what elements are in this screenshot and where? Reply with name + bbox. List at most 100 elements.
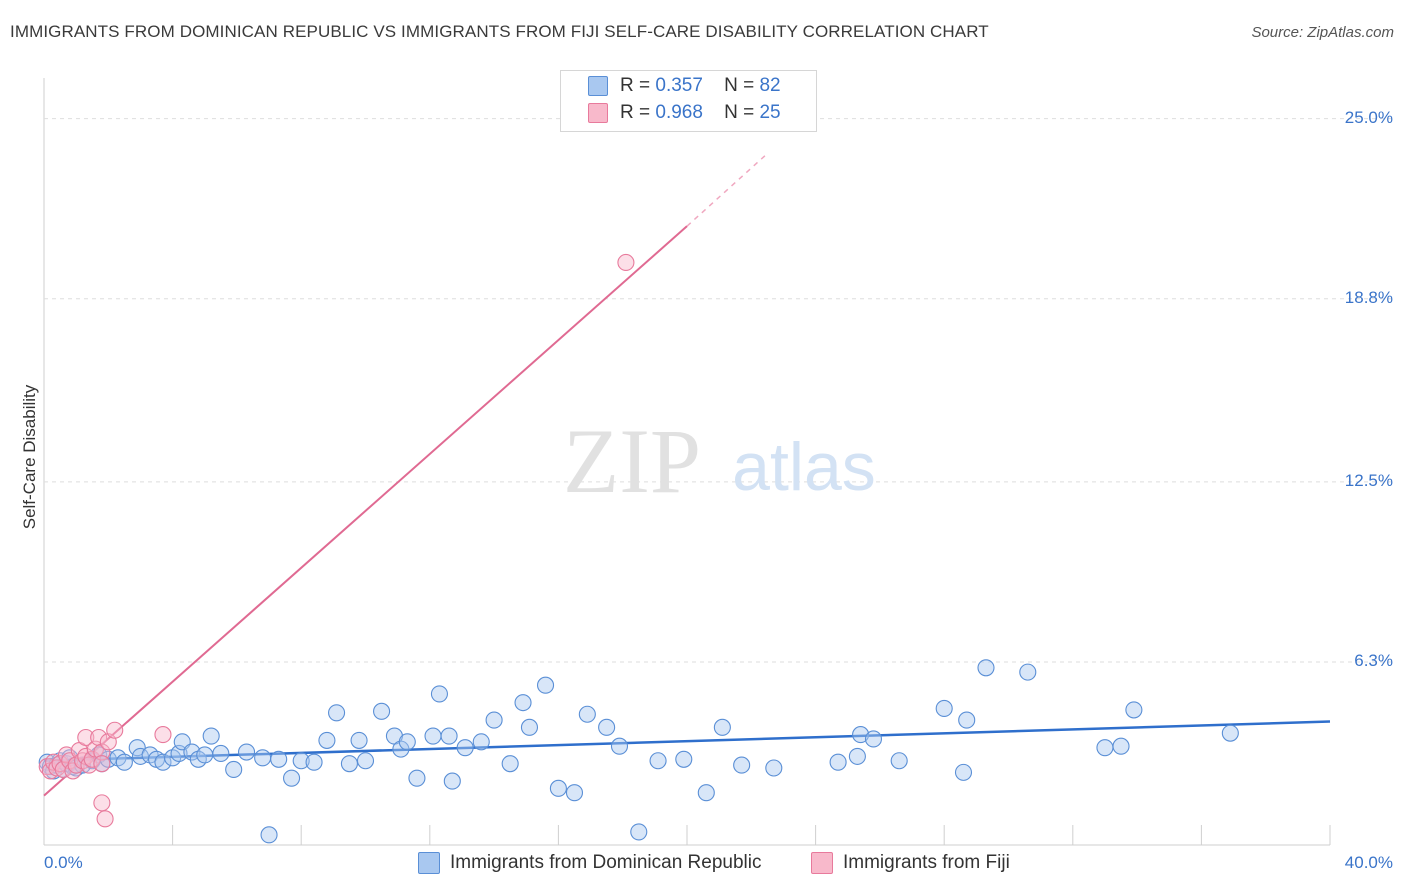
legend-r-label: R = <box>620 75 651 96</box>
dominican-point <box>472 733 490 751</box>
dominican-point <box>697 784 715 802</box>
dominican-point <box>1096 739 1114 757</box>
dominican-point <box>864 730 883 748</box>
dominican-point <box>977 659 995 677</box>
dominican-point <box>183 743 201 761</box>
dominican-point <box>1125 701 1143 719</box>
y-tick-label: 12.5% <box>1344 470 1393 490</box>
legend-n-label: N = <box>724 75 755 96</box>
legend-row-fiji: R = 0.968 N = 25 <box>588 102 781 124</box>
dominican-point <box>373 702 391 720</box>
bottom-legend-swatch-pink <box>811 852 833 874</box>
dominican-point <box>328 704 346 722</box>
watermark-atlas: atlas <box>732 429 876 505</box>
dominican-point <box>536 676 555 694</box>
dominican-point <box>852 726 870 744</box>
fiji-point <box>96 810 114 828</box>
dominican-point <box>283 769 301 787</box>
x-tick-label-max: 40.0% <box>1344 853 1393 872</box>
fiji-trend-line <box>43 152 768 797</box>
dominican-point <box>440 727 458 745</box>
fiji-point <box>77 728 95 747</box>
dominican-trend <box>43 720 1331 762</box>
y-axis-label: Self-Care Disability <box>20 384 39 530</box>
dominican-point <box>578 705 596 723</box>
dominican-point <box>340 755 358 773</box>
bottom-legend-fiji: Immigrants from Fiji <box>811 852 1010 874</box>
y-tick-label: 18.8% <box>1344 287 1393 307</box>
dominican-point <box>356 752 375 770</box>
dominican-points <box>38 659 1239 844</box>
dominican-point <box>675 750 693 768</box>
bottom-legend-label: Immigrants from Fiji <box>843 852 1010 873</box>
dominican-point <box>398 733 416 751</box>
fiji-point <box>93 743 111 761</box>
fiji-point <box>154 726 172 744</box>
fiji-point <box>83 750 101 768</box>
fiji-point <box>93 755 111 773</box>
dominican-point <box>501 755 519 773</box>
dominican-point <box>74 756 92 774</box>
source-label: Source: ZipAtlas.com <box>1251 24 1394 41</box>
dominican-point <box>598 718 616 736</box>
watermark-zip: ZIP <box>563 410 701 512</box>
dominican-point <box>649 752 667 770</box>
dominican-point <box>713 718 731 736</box>
bottom-legend-dominican: Immigrants from Dominican Republic <box>418 852 762 874</box>
dominican-point <box>292 752 310 770</box>
dominican-point <box>392 740 410 758</box>
dominican-point <box>485 711 503 729</box>
fiji-points <box>38 253 635 828</box>
legend-r-value: 0.968 <box>655 102 703 123</box>
dominican-point <box>212 744 230 763</box>
y-tick-label: 6.3% <box>1354 650 1393 670</box>
fiji-point <box>617 253 635 272</box>
dominican-point <box>848 747 866 765</box>
dominican-point <box>765 759 783 777</box>
dominican-point <box>549 779 567 797</box>
legend-n-label: N = <box>724 102 755 123</box>
dominican-point <box>202 727 220 745</box>
x-tick-label-min: 0.0% <box>44 853 83 872</box>
dominican-point <box>890 752 908 770</box>
dominican-point <box>154 753 172 771</box>
dominican-point <box>610 737 629 755</box>
dominican-point <box>424 727 442 745</box>
dominican-point <box>520 718 539 736</box>
legend-n-value: 82 <box>759 75 781 96</box>
legend-r-value: 0.357 <box>655 75 703 96</box>
dominican-point <box>443 772 461 790</box>
dominican-point <box>630 823 648 841</box>
fiji-point <box>93 794 111 812</box>
legend-row-dominican: R = 0.357 N = 82 <box>588 75 781 97</box>
dominican-point <box>196 746 214 764</box>
legend-n-value: 25 <box>759 102 781 123</box>
dominican-point <box>254 749 272 767</box>
dominican-point <box>935 699 953 718</box>
dominican-point <box>514 694 532 712</box>
dominican-point <box>305 753 323 771</box>
dominican-point <box>430 685 448 703</box>
dominican-point <box>1019 663 1037 681</box>
bottom-legend-swatch-blue <box>418 852 440 874</box>
dominican-point <box>565 784 584 802</box>
fiji-trend-extension <box>686 152 768 227</box>
chart-title: IMMIGRANTS FROM DOMINICAN REPUBLIC VS IM… <box>10 22 989 41</box>
dominican-point <box>128 739 146 757</box>
dominican-point <box>456 739 474 757</box>
dominican-point <box>733 756 751 774</box>
dominican-point <box>350 731 368 749</box>
dominican-point <box>237 743 256 761</box>
dominican-point <box>270 750 288 768</box>
legend-r-label: R = <box>620 102 651 123</box>
dominican-point <box>225 760 243 779</box>
legend-swatch-blue <box>588 76 608 96</box>
y-tick-label: 25.0% <box>1344 107 1393 127</box>
x-axis-ticks <box>43 825 1331 845</box>
dominican-point <box>954 763 973 781</box>
bottom-legend-label: Immigrants from Dominican Republic <box>450 852 762 873</box>
dominican-point <box>1112 737 1130 755</box>
dominican-point <box>115 753 133 771</box>
dominican-point <box>829 753 847 771</box>
